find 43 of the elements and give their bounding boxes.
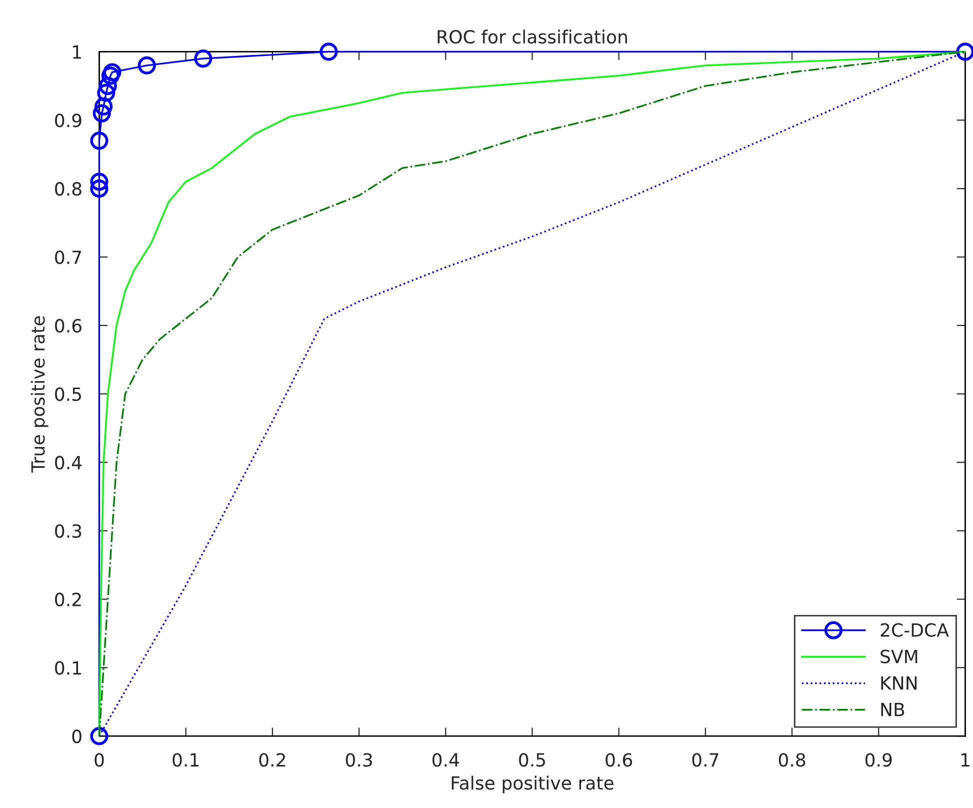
x-tick-label: 0.5: [519, 753, 546, 767]
point: [956, 42, 973, 61]
x-tick-label: 0.8: [778, 753, 806, 767]
y-tick-label: 0.8: [55, 182, 82, 196]
chart-title: ROC for classification: [438, 30, 627, 44]
point: [138, 56, 156, 74]
legend-label: KNN: [881, 676, 917, 690]
y-tick-label: 1: [73, 45, 81, 59]
point: [103, 63, 122, 82]
y-tick-label: 0.6: [55, 318, 82, 333]
y-tick-label: 0.5: [55, 387, 82, 402]
y-axis-title: True positive rate: [30, 316, 48, 473]
point: [98, 76, 117, 95]
y-tick-label: 0: [72, 730, 82, 744]
x-tick-label: 0.9: [865, 753, 892, 767]
y-tick-label: 0.4: [55, 456, 82, 470]
legend-label: NB: [881, 702, 904, 716]
point: [90, 172, 108, 191]
point: [92, 104, 111, 122]
legend-label: 2C-DCA: [880, 623, 949, 637]
x-tick-label: 0: [94, 753, 104, 767]
x-tick-label: 0.4: [432, 753, 459, 767]
x-tick-label: 0.2: [259, 753, 285, 767]
point: [97, 84, 116, 102]
x-axis-title: False positive rate: [452, 776, 614, 794]
legend-label: SVM: [880, 650, 918, 664]
x-tick-label: 0.3: [346, 753, 372, 767]
x-tick-label: 0.7: [692, 753, 718, 767]
point: [90, 180, 108, 198]
x-tick-label: 1: [961, 753, 970, 766]
point: [194, 50, 212, 68]
y-tick-label: 0.2: [55, 592, 81, 606]
x-tick-label: 0.6: [606, 753, 632, 767]
point: [90, 727, 108, 746]
point: [320, 42, 338, 61]
y-tick-label: 0.9: [55, 114, 82, 128]
y-tick-label: 0.3: [55, 524, 82, 538]
y-tick-label: 0.1: [55, 661, 81, 675]
y-tick-label: 0.7: [55, 250, 82, 264]
point: [101, 66, 120, 85]
point: [90, 132, 108, 150]
point: [94, 97, 113, 116]
x-tick-label: 0.1: [172, 753, 199, 767]
